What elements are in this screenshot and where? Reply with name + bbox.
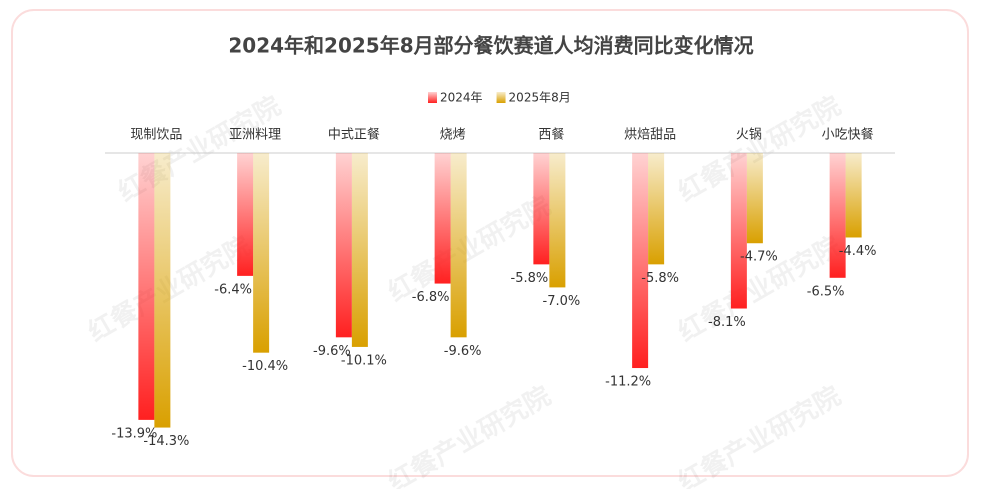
- legend-marker: [496, 92, 506, 103]
- bar: [237, 153, 254, 276]
- category-label: 火锅: [736, 127, 762, 143]
- bar: [138, 153, 155, 420]
- category-label: 中式正餐: [328, 127, 380, 143]
- category-label: 西餐: [538, 127, 564, 143]
- bar: [845, 153, 862, 238]
- bar: [450, 153, 467, 338]
- value-label: -7.0%: [543, 294, 581, 309]
- bar: [549, 153, 566, 288]
- category-label: 小吃快餐: [822, 127, 874, 143]
- value-label: -4.7%: [740, 250, 778, 265]
- value-label: -10.1%: [341, 353, 387, 368]
- value-label: -10.4%: [242, 359, 288, 374]
- value-label: -11.2%: [605, 375, 651, 390]
- value-label: -13.9%: [111, 426, 157, 441]
- legend-label: 2024年: [440, 91, 483, 105]
- bar: [434, 153, 451, 284]
- category-label: 烧烤: [440, 128, 466, 143]
- legend-label: 2025年8月: [509, 91, 571, 105]
- category-label: 现制饮品: [130, 128, 182, 143]
- bar: [746, 153, 763, 244]
- value-label: -6.4%: [214, 282, 252, 297]
- legend-marker: [428, 92, 437, 103]
- category-label: 烘焙甜品: [624, 127, 676, 143]
- bar: [533, 153, 550, 265]
- bar: [648, 153, 665, 265]
- bar: [154, 153, 171, 428]
- value-label: -9.6%: [444, 344, 482, 359]
- category-label: 亚洲料理: [229, 128, 281, 143]
- chart-title: 2024年和2025年8月部分餐饮赛道人均消费同比变化情况: [228, 34, 753, 58]
- value-label: -4.4%: [839, 244, 877, 259]
- value-label: -9.6%: [313, 344, 351, 359]
- bar: [335, 153, 352, 338]
- value-label: -6.8%: [412, 290, 450, 305]
- value-label: -6.5%: [807, 284, 845, 299]
- value-label: -14.3%: [143, 434, 189, 449]
- value-label: -5.8%: [511, 271, 549, 286]
- bar: [730, 153, 747, 309]
- value-label: -8.1%: [708, 315, 746, 330]
- bar: [632, 153, 649, 369]
- bar: [829, 153, 846, 278]
- value-label: -5.8%: [641, 271, 679, 286]
- bar: [351, 153, 368, 347]
- frame: [11, 9, 969, 477]
- bar: [253, 153, 270, 353]
